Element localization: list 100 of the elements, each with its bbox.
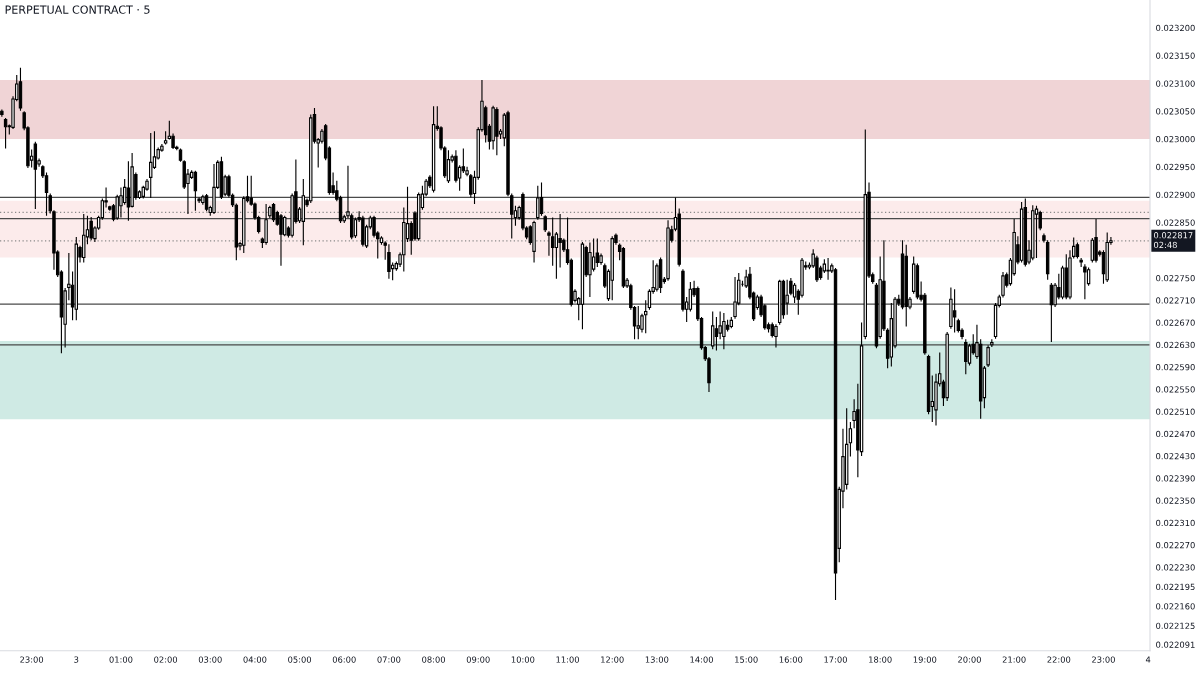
x-tick-label: 09:00 — [466, 656, 490, 663]
candlestick — [1075, 241, 1080, 260]
candlestick — [33, 141, 38, 210]
x-tick-label: 19:00 — [913, 656, 937, 663]
candlestick — [431, 105, 436, 193]
x-tick-label: 15:00 — [735, 656, 758, 663]
y-tick-label: 0.022195 — [1156, 583, 1195, 591]
x-tick-label: 23:00 — [20, 656, 44, 663]
x-tick-label: 02:00 — [154, 656, 178, 663]
x-tick-label: 11:00 — [556, 656, 580, 663]
candlestick — [3, 117, 8, 150]
y-tick-label: 0.022950 — [1156, 163, 1195, 171]
candlestick — [658, 256, 663, 294]
candlestick — [729, 316, 734, 329]
candlestick — [539, 181, 544, 217]
candlestick — [733, 276, 737, 320]
x-tick-label: 07:00 — [377, 656, 401, 663]
candlestick — [636, 305, 640, 340]
candlestick — [495, 106, 499, 156]
x-tick-label: 4 — [1145, 656, 1151, 663]
y-tick-label: 0.023050 — [1156, 108, 1195, 115]
x-tick-label: 05:00 — [288, 656, 312, 663]
x-tick-label: 23:00 — [1092, 656, 1115, 663]
candlestick — [301, 178, 306, 246]
candlestick — [532, 220, 536, 264]
candlestick — [74, 236, 79, 321]
candlestick — [234, 202, 239, 261]
candlestick — [1064, 253, 1068, 300]
candlestick — [964, 338, 968, 375]
candlestick — [621, 246, 626, 289]
candlestick — [89, 216, 93, 241]
candlestick — [904, 244, 908, 328]
candlestick — [1049, 282, 1054, 343]
candlestick — [491, 105, 495, 151]
y-tick-label: 0.022850 — [1156, 219, 1195, 226]
candlestick — [595, 238, 600, 268]
y-tick-label: 0.022091 — [1156, 641, 1195, 648]
candlestick — [271, 202, 276, 223]
y-tick-label: 0.022350 — [1156, 497, 1195, 504]
x-tick-label: 13:00 — [645, 656, 669, 663]
y-tick-label: 0.023200 — [1156, 24, 1195, 32]
candlestick — [264, 203, 268, 246]
candlestick — [644, 299, 648, 334]
x-tick-label: 22:00 — [1047, 656, 1071, 663]
x-tick-label: 03:00 — [198, 656, 222, 663]
y-tick-label: 0.022590 — [1156, 364, 1195, 371]
candlestick — [1094, 218, 1098, 264]
candlestick — [18, 67, 23, 112]
candlestick — [536, 185, 540, 221]
y-tick-label: 0.022670 — [1156, 319, 1195, 326]
candlestick — [588, 241, 592, 298]
candlestick — [1034, 205, 1039, 259]
candlestick — [945, 331, 949, 402]
x-tick-label: 17:00 — [824, 656, 847, 663]
candlestick — [193, 170, 198, 212]
candlestick — [0, 109, 4, 118]
candlestick — [722, 312, 726, 350]
candlestick — [446, 149, 451, 184]
candlestick — [1105, 231, 1109, 283]
candlestick — [1031, 204, 1035, 261]
y-tick-label: 0.022430 — [1156, 453, 1195, 460]
candlestick — [543, 214, 547, 233]
x-tick-label: 04:00 — [243, 656, 267, 663]
y-tick-label: 0.022230 — [1156, 564, 1195, 571]
candlestick — [387, 243, 391, 280]
candlestick — [986, 344, 990, 368]
y-tick-label: 0.022510 — [1156, 408, 1195, 415]
y-tick-label: 0.022550 — [1156, 386, 1195, 393]
x-tick-label: 3 — [74, 656, 79, 663]
x-tick-label: 20:00 — [958, 656, 981, 663]
y-tick-label: 0.022750 — [1156, 275, 1195, 282]
candlestick — [1023, 197, 1028, 267]
x-tick-label: 14:00 — [690, 656, 713, 663]
candlestick — [580, 241, 585, 330]
x-tick-label: 12:00 — [601, 656, 624, 663]
y-tick-label: 0.022470 — [1156, 430, 1195, 438]
candlestick — [774, 323, 778, 349]
x-tick-label: 01:00 — [109, 656, 133, 663]
candlestick — [163, 130, 168, 146]
y-tick-label: 0.022900 — [1156, 191, 1195, 198]
candlestick — [826, 257, 830, 281]
x-tick-label: 18:00 — [869, 656, 892, 663]
candlestick — [279, 213, 283, 267]
candlestick — [361, 215, 365, 247]
candlestick — [710, 310, 715, 350]
candlestick — [666, 219, 670, 282]
candlestick — [212, 163, 216, 215]
y-tick-label: 0.022710 — [1156, 297, 1195, 304]
candlestick — [149, 132, 153, 199]
y-tick-label: 0.023150 — [1156, 52, 1195, 59]
candlestick — [219, 156, 224, 200]
candlestick — [952, 288, 957, 334]
candlestick — [610, 235, 614, 301]
x-tick-label: 10:00 — [511, 656, 535, 663]
x-tick-label: 16:00 — [779, 656, 803, 663]
y-tick-label: 0.023100 — [1156, 80, 1195, 87]
candlestick — [911, 255, 916, 295]
y-tick-label: 0.022310 — [1156, 519, 1195, 527]
candlestick — [990, 338, 994, 348]
x-tick-label: 08:00 — [422, 656, 446, 663]
